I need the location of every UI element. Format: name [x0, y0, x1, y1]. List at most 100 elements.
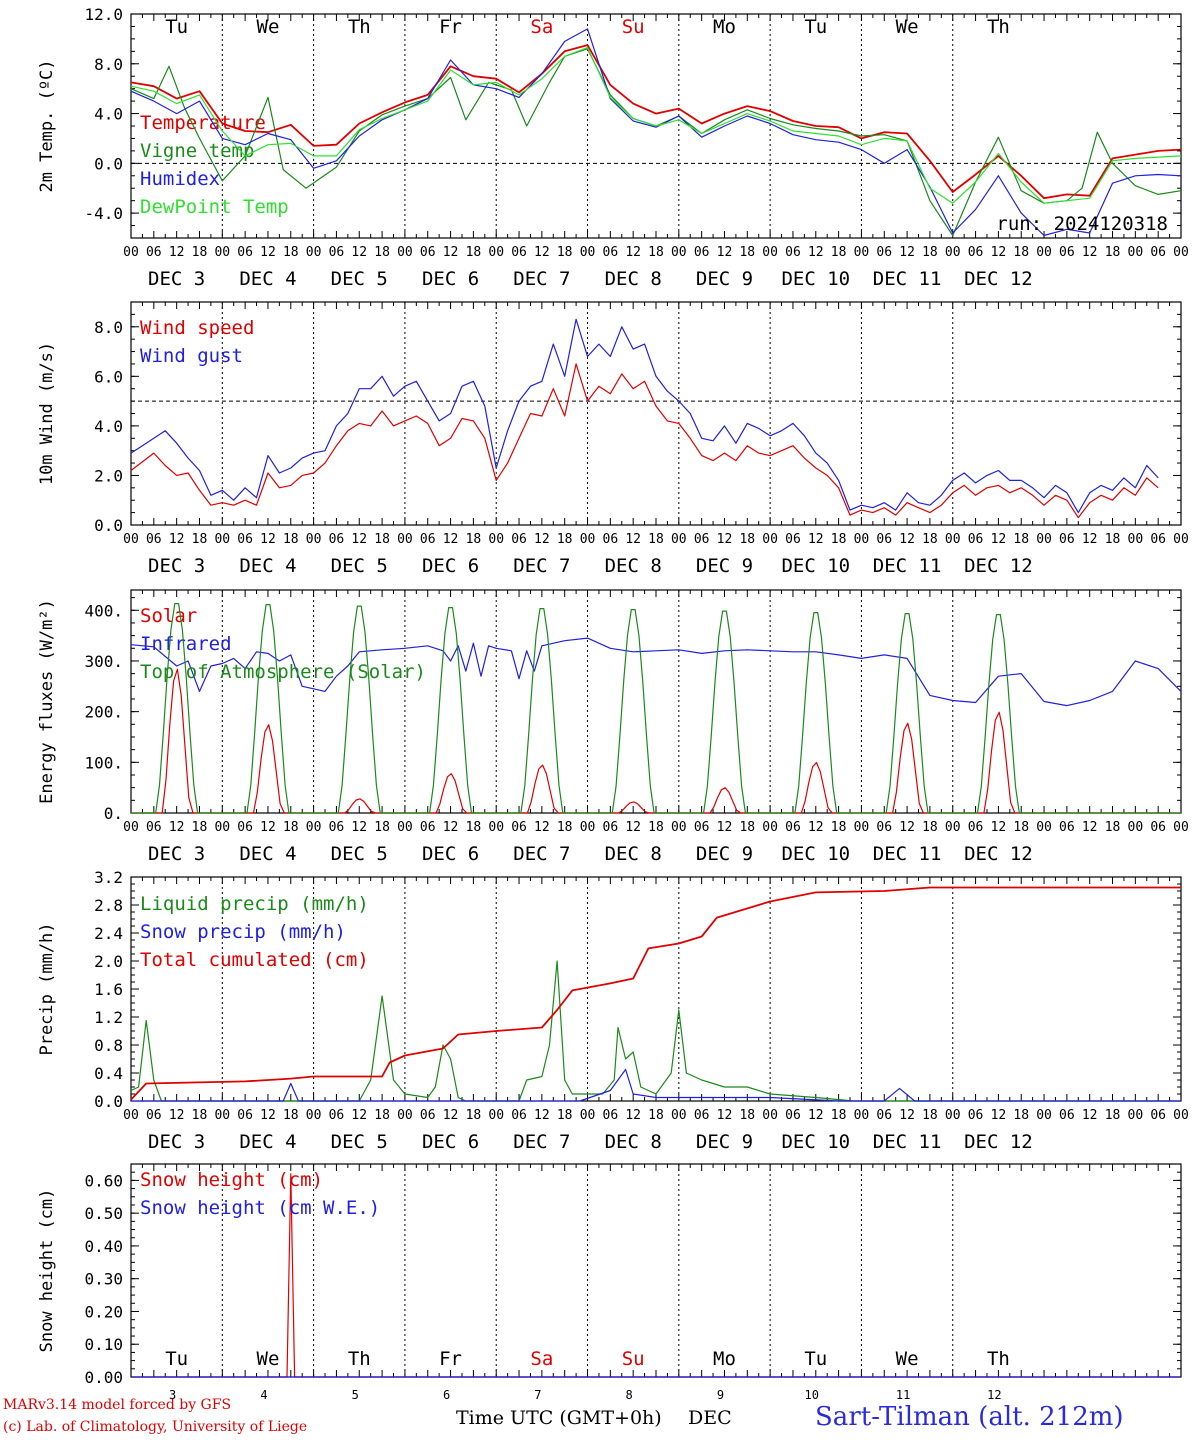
day-number: 11 — [896, 1388, 910, 1402]
y-tick-label: 2.0 — [94, 952, 123, 971]
date-label: DEC 5 — [331, 1131, 388, 1153]
series-line — [130, 44, 1182, 200]
hour-tick-label: 00 — [671, 532, 687, 547]
hour-tick-label: 18 — [922, 532, 938, 547]
date-label: DEC 8 — [605, 555, 662, 577]
hour-tick-label: 18 — [283, 245, 299, 260]
y-tick-label: 200. — [84, 703, 123, 722]
hour-tick-label: 18 — [374, 532, 390, 547]
hour-tick-label: 12 — [534, 1108, 550, 1123]
hour-tick-label: 00 — [1128, 1108, 1144, 1123]
hour-tick-label: 00 — [397, 532, 413, 547]
hour-tick-label: 00 — [214, 820, 230, 835]
date-label: DEC 11 — [873, 555, 942, 577]
date-label: DEC 3 — [148, 843, 205, 865]
hour-tick-label: 00 — [580, 245, 596, 260]
hour-tick-label: 12 — [991, 245, 1007, 260]
hour-tick-label: 12 — [899, 1108, 915, 1123]
hour-tick-label: 18 — [739, 532, 755, 547]
date-label: DEC 9 — [696, 843, 753, 865]
hour-tick-label: 06 — [876, 245, 892, 260]
hour-tick-label: 18 — [1013, 1108, 1029, 1123]
date-label: DEC 9 — [696, 1131, 753, 1153]
y-tick-label: 0.4 — [94, 1064, 123, 1083]
y-tick-label: 0.0 — [94, 154, 123, 173]
hour-tick-label: 18 — [831, 820, 847, 835]
hour-tick-label: 12 — [260, 820, 276, 835]
hour-tick-label: 00 — [397, 245, 413, 260]
hour-tick-label: 06 — [420, 1108, 436, 1123]
date-label: DEC 5 — [331, 555, 388, 577]
hour-tick-label: 12 — [169, 532, 185, 547]
hour-tick-label: 00 — [1128, 532, 1144, 547]
hour-tick-label: 00 — [123, 532, 139, 547]
hour-tick-label: 18 — [648, 245, 664, 260]
date-label: DEC 10 — [781, 843, 850, 865]
legend-entry: Liquid precip (mm/h) — [140, 893, 369, 915]
weekday-label: Mo — [713, 16, 736, 38]
y-tick-label: 2.4 — [94, 924, 123, 943]
weekday-label: Su — [622, 1348, 645, 1370]
hour-tick-label: 06 — [237, 820, 253, 835]
series-line — [130, 28, 1182, 237]
hour-tick-label: 12 — [991, 820, 1007, 835]
hour-tick-label: 00 — [214, 1108, 230, 1123]
weekday-label: Tu — [165, 16, 188, 38]
y-tick-label: 0.40 — [84, 1237, 123, 1256]
hour-tick-label: 06 — [876, 532, 892, 547]
hour-tick-label: 00 — [488, 820, 504, 835]
hour-tick-label: 00 — [762, 532, 778, 547]
hour-tick-label: 06 — [329, 532, 345, 547]
hour-tick-label: 18 — [192, 532, 208, 547]
date-label: DEC 7 — [513, 843, 570, 865]
y-tick-label: 2.0 — [94, 466, 123, 485]
panel-3: 0. 100. 200. 300. 400. Energy fluxes (W/m²) So… — [37, 589, 1189, 865]
y-tick-label: 6.0 — [94, 367, 123, 386]
hour-tick-label: 18 — [1105, 245, 1121, 260]
hour-tick-label: 06 — [146, 1108, 162, 1123]
hour-tick-label: 12 — [169, 245, 185, 260]
date-label: DEC 11 — [873, 843, 942, 865]
hour-tick-label: 12 — [443, 1108, 459, 1123]
weekday-label: Sa — [530, 16, 553, 38]
legend-entry: Wind gust — [140, 345, 243, 367]
y-tick-label: 0.60 — [84, 1171, 123, 1190]
date-label: DEC 12 — [964, 555, 1033, 577]
hour-tick-label: 00 — [214, 532, 230, 547]
hour-tick-label: 12 — [1082, 245, 1098, 260]
hour-tick-label: 12 — [625, 532, 641, 547]
hour-tick-label: 12 — [1082, 532, 1098, 547]
series-line — [130, 960, 1181, 1102]
series-line — [130, 318, 1159, 514]
hour-tick-label: 06 — [237, 245, 253, 260]
series-line — [130, 363, 1159, 519]
series-line — [131, 1068, 1181, 1102]
y-axis-label: Snow height (cm) — [37, 1189, 57, 1353]
hour-tick-label: 18 — [739, 245, 755, 260]
y-tick-label: 3.2 — [94, 868, 123, 887]
hour-tick-label: 18 — [1013, 820, 1029, 835]
hour-tick-label: 18 — [648, 1108, 664, 1123]
hour-tick-label: 18 — [283, 1108, 299, 1123]
day-number: 3 — [169, 1388, 176, 1402]
date-label: DEC 5 — [331, 843, 388, 865]
hour-tick-label: 00 — [1173, 1108, 1189, 1123]
hour-tick-label: 00 — [854, 532, 870, 547]
hour-tick-label: 06 — [785, 820, 801, 835]
date-label: DEC 9 — [696, 555, 753, 577]
date-label: DEC 11 — [873, 268, 942, 290]
date-label: DEC 7 — [513, 555, 570, 577]
y-tick-label: 400. — [84, 601, 123, 620]
hour-tick-label: 06 — [603, 1108, 619, 1123]
y-axis-label: Energy fluxes (W/m²) — [37, 599, 57, 804]
date-label: DEC 12 — [964, 268, 1033, 290]
legend-entry: Vigne temp — [140, 140, 254, 162]
weekday-label: Fr — [439, 1348, 462, 1370]
hour-tick-label: 12 — [534, 532, 550, 547]
hour-tick-label: 00 — [945, 820, 961, 835]
hour-tick-label: 18 — [557, 820, 573, 835]
hour-tick-label: 00 — [1036, 245, 1052, 260]
hour-tick-label: 00 — [762, 245, 778, 260]
hour-tick-label: 00 — [1036, 1108, 1052, 1123]
hour-tick-label: 06 — [785, 245, 801, 260]
